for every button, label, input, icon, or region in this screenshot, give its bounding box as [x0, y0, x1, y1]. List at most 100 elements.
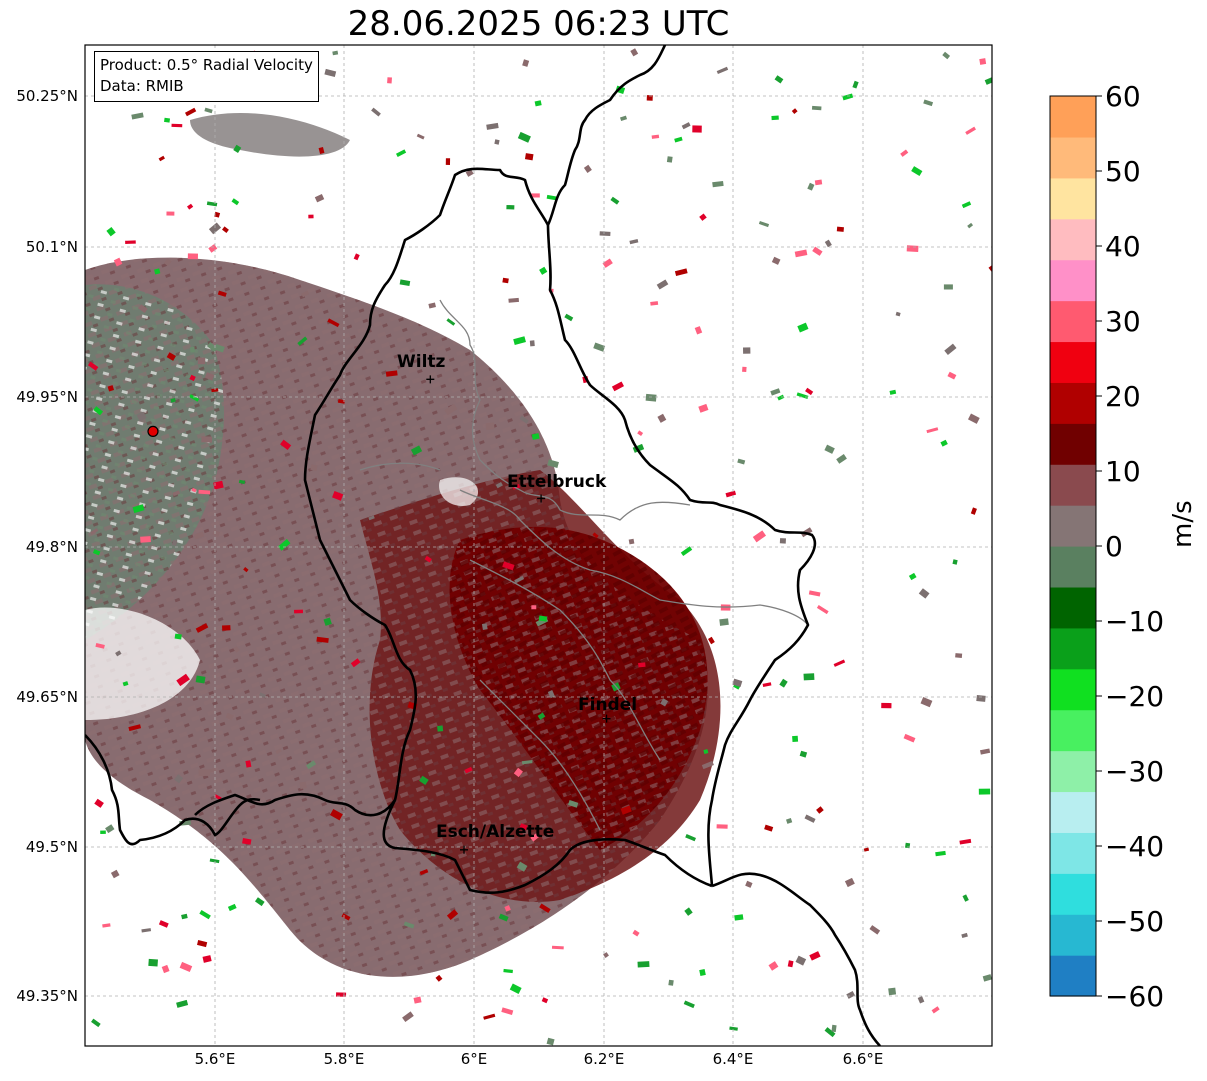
- velocity-gate: [227, 903, 237, 912]
- velocity-gate: [539, 266, 548, 275]
- colorbar-segment: [1050, 300, 1096, 343]
- velocity-gate: [546, 194, 558, 201]
- velocity-gate: [593, 342, 606, 352]
- velocity-gate: [310, 464, 318, 472]
- velocity-gate: [305, 760, 317, 770]
- city-markers: [426, 375, 611, 854]
- velocity-gate: [955, 653, 963, 658]
- velocity-gate: [170, 397, 176, 403]
- velocity-gate: [242, 837, 252, 845]
- velocity-gate: [513, 767, 523, 778]
- velocity-gate: [745, 880, 753, 888]
- colorbar-segment: [1050, 546, 1096, 588]
- map-title: 28.06.2025 06:23 UTC: [347, 4, 730, 44]
- colorbar-tick: −20: [1105, 680, 1165, 713]
- velocity-gate: [794, 249, 808, 258]
- velocity-gate: [385, 370, 398, 377]
- velocity-gate: [105, 824, 115, 834]
- lon-tick-label: 6.2°E: [583, 1050, 625, 1068]
- velocity-gate: [786, 818, 793, 824]
- velocity-gate: [204, 372, 215, 381]
- lon-tick-label: 6.6°E: [842, 1050, 884, 1068]
- velocity-gate: [191, 487, 197, 493]
- velocity-gate: [201, 436, 213, 443]
- velocity-gate: [657, 413, 667, 423]
- velocity-gate: [961, 932, 968, 939]
- velocity-gate: [435, 974, 443, 982]
- velocity-gate: [628, 538, 635, 545]
- velocity-gate: [824, 239, 832, 248]
- colorbar-segment: [1050, 955, 1096, 997]
- velocity-gate: [638, 662, 646, 668]
- velocity-texture-near-zero: [85, 284, 224, 640]
- velocity-gate: [208, 222, 222, 235]
- velocity-gate: [368, 515, 375, 521]
- lon-tick-label: 6.4°E: [712, 1050, 754, 1068]
- colorbar-tick: −40: [1105, 830, 1165, 863]
- velocity-gate: [729, 1026, 738, 1031]
- velocity-gate: [176, 673, 190, 687]
- velocity-gate: [651, 134, 660, 139]
- velocity-texture-inbound: [449, 526, 708, 850]
- lat-tick-label: 49.5°N: [25, 838, 78, 856]
- velocity-gate: [524, 153, 534, 161]
- velocity-gate: [797, 322, 809, 333]
- velocity-gate: [650, 301, 659, 306]
- velocity-gate: [889, 389, 897, 395]
- velocity-gate: [214, 794, 222, 801]
- velocity-gate: [952, 559, 958, 565]
- velocity-gate: [465, 169, 474, 177]
- velocity-gate: [980, 748, 991, 755]
- velocity-gate: [833, 659, 846, 667]
- colorbar-segment: [1050, 96, 1096, 138]
- velocity-gate: [131, 112, 144, 120]
- velocity-gate: [768, 961, 779, 971]
- velocity-gate: [332, 50, 339, 56]
- velocity-gate: [926, 427, 939, 434]
- velocity-gate: [508, 297, 520, 303]
- velocity-gate: [592, 532, 599, 539]
- velocity-gate: [519, 415, 529, 424]
- velocity-gate: [318, 147, 325, 155]
- velocity-gate: [464, 766, 473, 774]
- colorbar-segment: [1050, 382, 1096, 424]
- velocity-gate: [943, 284, 953, 290]
- velocity-gate: [529, 340, 535, 347]
- velocity-gate: [530, 193, 540, 198]
- velocity-gate: [988, 263, 992, 272]
- velocity-gate: [940, 439, 948, 447]
- velocity-gate: [844, 877, 855, 888]
- velocity-gate: [681, 122, 691, 130]
- velocity-gate: [113, 257, 123, 267]
- velocity-gate: [217, 290, 227, 297]
- velocity-gate: [792, 735, 799, 742]
- colorbar-tick: −50: [1105, 905, 1165, 938]
- velocity-gate: [895, 311, 901, 317]
- velocity-gate: [967, 222, 974, 229]
- velocity-gate: [911, 166, 923, 176]
- city-marker-icon: [459, 845, 468, 854]
- velocity-gate: [758, 220, 770, 228]
- velocity-gate: [503, 968, 513, 974]
- velocity-gate: [324, 68, 337, 78]
- velocity-gate: [509, 983, 522, 994]
- velocity-gate: [906, 245, 919, 252]
- lat-tick-label: 50.1°N: [25, 238, 78, 256]
- velocity-gate: [396, 149, 407, 157]
- city-marker-icon: [426, 375, 435, 384]
- velocity-gate: [486, 122, 499, 130]
- velocity-gate: [546, 1037, 555, 1046]
- velocity-gate: [547, 459, 559, 468]
- velocity-gate: [905, 842, 911, 849]
- colorbar-segment: [1050, 586, 1096, 629]
- velocity-gate: [734, 914, 744, 921]
- velocity-gate: [637, 961, 650, 968]
- velocity-gate: [206, 201, 218, 207]
- colorbar-segment: [1050, 423, 1096, 465]
- colorbar-segment: [1050, 627, 1096, 670]
- velocity-gate: [918, 588, 930, 599]
- velocity-gate: [115, 650, 122, 657]
- velocity-gate: [502, 561, 515, 571]
- velocity-gate: [280, 439, 292, 451]
- velocity-gate: [132, 504, 145, 514]
